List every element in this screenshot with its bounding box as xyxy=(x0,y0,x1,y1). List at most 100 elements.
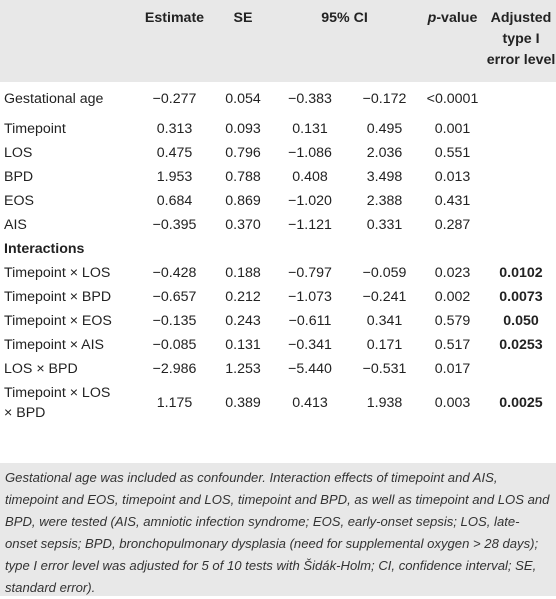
table-row: LOS 0.475 0.796 −1.086 2.036 0.551 xyxy=(0,141,556,165)
cell-ci-low: −5.440 xyxy=(288,360,332,377)
table-body: Gestational age −0.277 0.054 −0.383 −0.1… xyxy=(0,82,556,424)
header-ci: 95% CI xyxy=(270,0,419,82)
cell-adjusted: 0.050 xyxy=(503,312,539,329)
cell-ci-high: −0.241 xyxy=(362,288,407,305)
cell-pvalue: 0.287 xyxy=(434,216,471,233)
table-row: Gestational age −0.277 0.054 −0.383 −0.1… xyxy=(0,82,556,117)
cell-ci-low: −1.121 xyxy=(288,216,332,233)
table-row: EOS 0.684 0.869 −1.020 2.388 0.431 xyxy=(0,189,556,213)
row-label: AIS xyxy=(4,216,27,233)
table-footnote: Gestational age was included as confound… xyxy=(0,463,556,596)
header-pvalue-suffix: -value xyxy=(436,10,478,26)
cell-adjusted: 0.0025 xyxy=(499,394,543,411)
cell-pvalue: 0.579 xyxy=(434,312,471,329)
header-adjusted: Adjusted type I error level xyxy=(486,0,556,82)
row-label: BPD xyxy=(4,168,34,185)
cell-se: 0.243 xyxy=(225,312,261,329)
cell-estimate: 0.684 xyxy=(156,192,193,209)
cell-estimate: −2.986 xyxy=(152,360,197,377)
table-row: Timepoint 0.313 0.093 0.131 0.495 0.001 xyxy=(0,117,556,141)
table-header: Estimate SE 95% CI p-value Adjusted type… xyxy=(0,0,556,82)
cell-adjusted xyxy=(486,213,556,237)
row-label: Gestational age xyxy=(4,91,104,107)
row-label: Timepoint × LOS xyxy=(4,264,111,281)
cell-ci-high: 0.171 xyxy=(366,336,403,353)
header-adjusted-line2: type I xyxy=(502,31,540,47)
cell-adjusted xyxy=(486,357,556,381)
header-pvalue-p: p xyxy=(427,10,437,26)
section-label-interactions: Interactions xyxy=(4,240,85,257)
cell-adjusted: 0.0253 xyxy=(499,336,543,353)
cell-ci-low: 0.413 xyxy=(292,394,328,411)
header-adjusted-line1: Adjusted xyxy=(490,10,552,26)
cell-ci-high: 0.341 xyxy=(366,312,403,329)
row-label-line2: × BPD xyxy=(4,404,46,421)
row-label: Timepoint × BPD xyxy=(4,288,112,305)
cell-ci-low: −1.073 xyxy=(288,288,332,305)
row-label: Timepoint xyxy=(4,120,66,137)
results-table: Estimate SE 95% CI p-value Adjusted type… xyxy=(0,0,556,424)
table-row: LOS × BPD −2.986 1.253 −5.440 −0.531 0.0… xyxy=(0,357,556,381)
cell-ci-high: −0.059 xyxy=(362,264,407,281)
cell-se: 0.370 xyxy=(225,216,261,233)
table-row: Timepoint × BPD −0.657 0.212 −1.073 −0.2… xyxy=(0,285,556,309)
cell-se: 0.796 xyxy=(225,144,261,161)
table-row: AIS −0.395 0.370 −1.121 0.331 0.287 xyxy=(0,213,556,237)
cell-se: 0.869 xyxy=(225,192,261,209)
cell-pvalue: 0.551 xyxy=(434,144,471,161)
cell-estimate: 1.953 xyxy=(156,168,193,185)
cell-ci-high: 2.388 xyxy=(366,192,403,209)
cell-se: 0.093 xyxy=(225,120,261,137)
cell-ci-low: −0.797 xyxy=(288,264,332,281)
cell-pvalue: 0.013 xyxy=(434,168,471,185)
cell-pvalue: 0.431 xyxy=(434,192,471,209)
header-se: SE xyxy=(216,0,270,82)
cell-ci-low: −1.020 xyxy=(288,192,332,209)
row-label: Timepoint × LOS × BPD xyxy=(0,381,133,424)
cell-ci-high: −0.172 xyxy=(362,91,407,107)
row-label-line1: Timepoint × LOS xyxy=(4,384,111,401)
cell-pvalue: 0.017 xyxy=(434,360,471,377)
cell-adjusted: 0.0073 xyxy=(499,288,543,305)
cell-pvalue: <0.0001 xyxy=(426,91,479,107)
table-row: Timepoint × LOS −0.428 0.188 −0.797 −0.0… xyxy=(0,261,556,285)
cell-ci-high: 0.495 xyxy=(366,120,403,137)
table-row: Timepoint × LOS × BPD 1.175 0.389 0.413 … xyxy=(0,381,556,424)
header-estimate: Estimate xyxy=(133,0,216,82)
cell-ci-low: −0.341 xyxy=(288,336,332,353)
cell-adjusted xyxy=(486,82,556,117)
header-adjusted-line3: error level xyxy=(486,52,556,68)
cell-ci-low: 0.131 xyxy=(292,120,328,137)
cell-estimate: −0.135 xyxy=(152,312,197,329)
cell-ci-high: 2.036 xyxy=(366,144,403,161)
cell-pvalue: 0.002 xyxy=(434,288,471,305)
cell-se: 0.131 xyxy=(225,336,261,353)
cell-se: 0.054 xyxy=(225,91,261,107)
row-label: Timepoint × EOS xyxy=(4,312,112,329)
cell-estimate: −0.395 xyxy=(152,216,197,233)
cell-se: 0.212 xyxy=(225,288,261,305)
cell-estimate: −0.277 xyxy=(152,91,197,107)
cell-estimate: −0.085 xyxy=(152,336,197,353)
row-label: LOS xyxy=(4,144,33,161)
cell-estimate: −0.428 xyxy=(152,264,197,281)
table-row: Timepoint × EOS −0.135 0.243 −0.611 0.34… xyxy=(0,309,556,333)
cell-adjusted xyxy=(486,165,556,189)
cell-estimate: −0.657 xyxy=(152,288,197,305)
cell-adjusted: 0.0102 xyxy=(499,264,543,281)
cell-estimate: 0.475 xyxy=(156,144,193,161)
cell-ci-high: 1.938 xyxy=(366,394,403,411)
cell-adjusted xyxy=(486,141,556,165)
cell-estimate: 1.175 xyxy=(156,394,193,411)
table-row: BPD 1.953 0.788 0.408 3.498 0.013 xyxy=(0,165,556,189)
cell-pvalue: 0.001 xyxy=(434,120,471,137)
header-variable xyxy=(0,0,133,82)
header-pvalue: p-value xyxy=(419,0,486,82)
cell-ci-low: 0.408 xyxy=(292,168,328,185)
cell-pvalue: 0.003 xyxy=(434,394,471,411)
cell-pvalue: 0.517 xyxy=(434,336,471,353)
row-label: LOS × BPD xyxy=(4,360,78,377)
cell-adjusted xyxy=(486,117,556,141)
cell-ci-low: −1.086 xyxy=(288,144,332,161)
cell-adjusted xyxy=(486,189,556,213)
